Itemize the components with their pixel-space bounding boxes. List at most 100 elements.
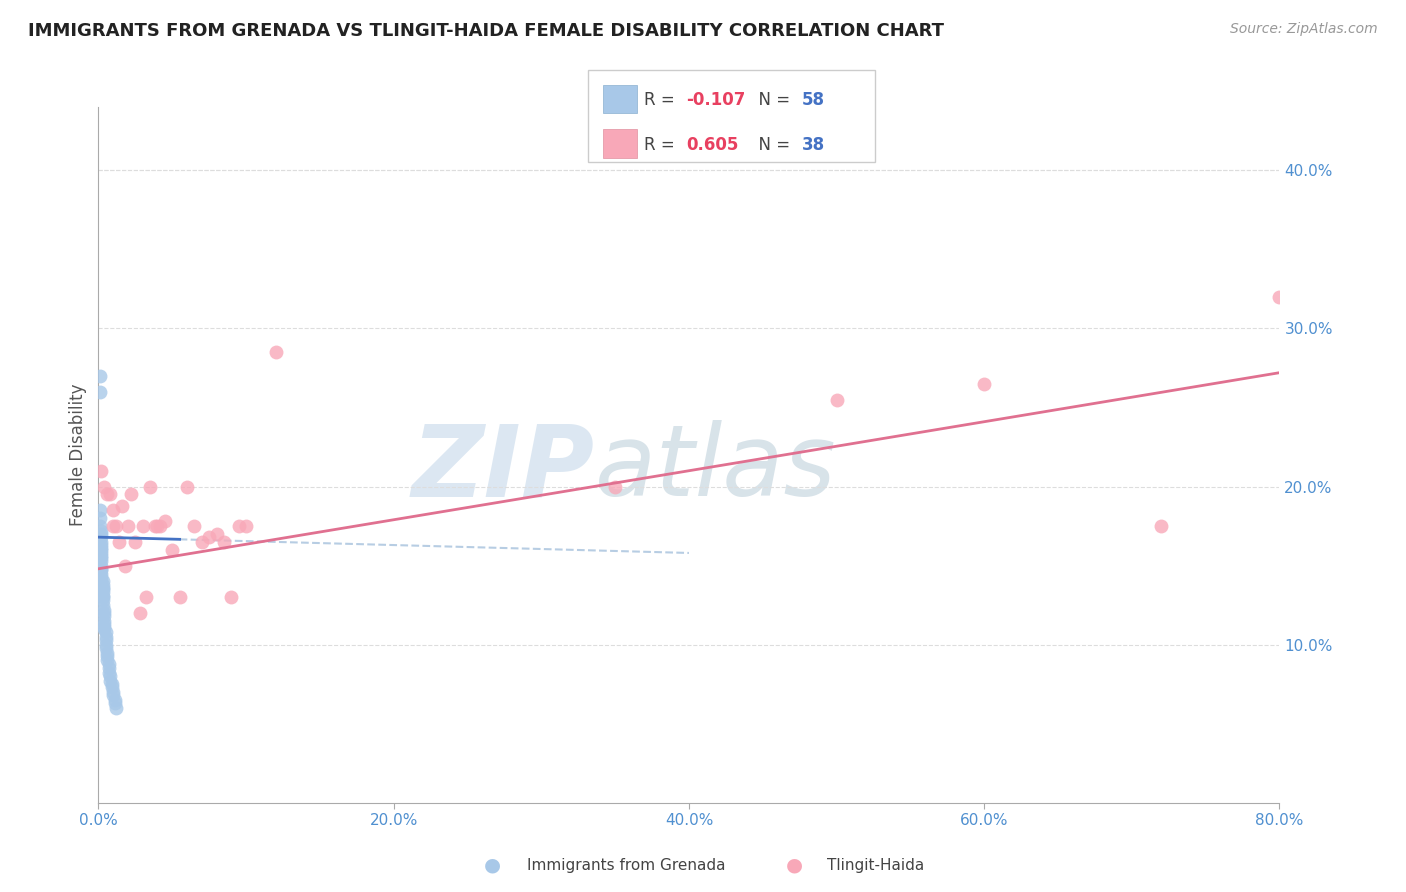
Text: atlas: atlas <box>595 420 837 517</box>
Point <box>105 519 128 533</box>
Point <box>94 638 117 652</box>
Point <box>91 582 114 597</box>
Point <box>89 368 111 383</box>
Point <box>93 617 115 632</box>
Point <box>91 589 114 603</box>
Point <box>105 701 128 715</box>
Point <box>93 603 115 617</box>
Point <box>90 530 112 544</box>
Point <box>91 593 114 607</box>
Point <box>103 688 125 702</box>
Text: 0.605: 0.605 <box>686 136 738 153</box>
Point <box>176 479 198 493</box>
Point <box>90 464 112 478</box>
Point <box>96 648 118 663</box>
Text: -0.107: -0.107 <box>686 91 745 109</box>
Text: Immigrants from Grenada: Immigrants from Grenada <box>527 858 725 872</box>
Text: N =: N = <box>748 136 796 153</box>
Point <box>91 577 114 591</box>
Text: ●: ● <box>484 855 501 875</box>
Point <box>91 591 114 605</box>
Point <box>143 519 166 533</box>
Point <box>219 591 242 605</box>
Point <box>120 487 142 501</box>
Point <box>235 519 257 533</box>
Point <box>90 542 112 557</box>
Point <box>96 653 118 667</box>
Point <box>100 677 122 691</box>
Text: IMMIGRANTS FROM GRENADA VS TLINGIT-HAIDA FEMALE DISABILITY CORRELATION CHART: IMMIGRANTS FROM GRENADA VS TLINGIT-HAIDA… <box>28 22 943 40</box>
Text: 38: 38 <box>801 136 824 153</box>
Point <box>973 376 995 391</box>
Point <box>97 661 120 675</box>
Point <box>1268 290 1291 304</box>
Point <box>96 646 118 660</box>
Point <box>90 541 112 556</box>
Text: Tlingit-Haida: Tlingit-Haida <box>827 858 924 872</box>
Point <box>93 614 115 628</box>
Point <box>149 519 172 533</box>
Point <box>124 534 146 549</box>
Point <box>139 479 162 493</box>
Point <box>103 503 125 517</box>
Point <box>100 681 122 695</box>
Point <box>93 479 115 493</box>
Point <box>146 519 169 533</box>
Point <box>90 534 112 549</box>
Point <box>91 585 114 599</box>
Text: ●: ● <box>786 855 803 875</box>
Point <box>90 566 112 581</box>
Point <box>90 538 112 552</box>
Point <box>93 609 115 624</box>
Text: Source: ZipAtlas.com: Source: ZipAtlas.com <box>1230 22 1378 37</box>
Point <box>96 487 118 501</box>
Point <box>90 554 112 568</box>
Point <box>93 620 115 634</box>
Text: ZIP: ZIP <box>412 420 595 517</box>
Text: 58: 58 <box>801 91 824 109</box>
Point <box>90 546 112 560</box>
Point <box>198 530 221 544</box>
Point <box>90 527 112 541</box>
Point <box>93 622 115 636</box>
Point <box>169 591 191 605</box>
Point <box>90 562 112 576</box>
Point <box>97 666 120 681</box>
Point <box>98 487 121 501</box>
Point <box>90 573 112 587</box>
Point <box>104 693 127 707</box>
Point <box>98 674 121 689</box>
Point <box>183 519 205 533</box>
Point <box>111 499 134 513</box>
Point <box>135 591 157 605</box>
Point <box>89 511 111 525</box>
Point <box>153 514 176 528</box>
Y-axis label: Female Disability: Female Disability <box>69 384 87 526</box>
Point <box>108 534 131 549</box>
Point <box>117 519 139 533</box>
Point <box>114 558 136 573</box>
Point <box>1150 519 1173 533</box>
Point <box>90 524 112 538</box>
Point <box>93 606 115 620</box>
Point <box>91 598 114 612</box>
Point <box>103 685 125 699</box>
Point <box>94 630 117 644</box>
Point <box>89 519 111 533</box>
Point <box>132 519 155 533</box>
Point <box>90 570 112 584</box>
Point <box>191 534 214 549</box>
Point <box>90 550 112 565</box>
Point <box>89 384 111 399</box>
Point <box>91 574 114 589</box>
Point <box>90 563 112 577</box>
Point <box>128 606 150 620</box>
Text: R =: R = <box>644 136 681 153</box>
Point <box>94 625 117 640</box>
Point <box>205 527 228 541</box>
Point <box>98 669 121 683</box>
Point <box>91 581 114 595</box>
Point <box>94 632 117 647</box>
Text: N =: N = <box>748 91 796 109</box>
Point <box>264 345 287 359</box>
